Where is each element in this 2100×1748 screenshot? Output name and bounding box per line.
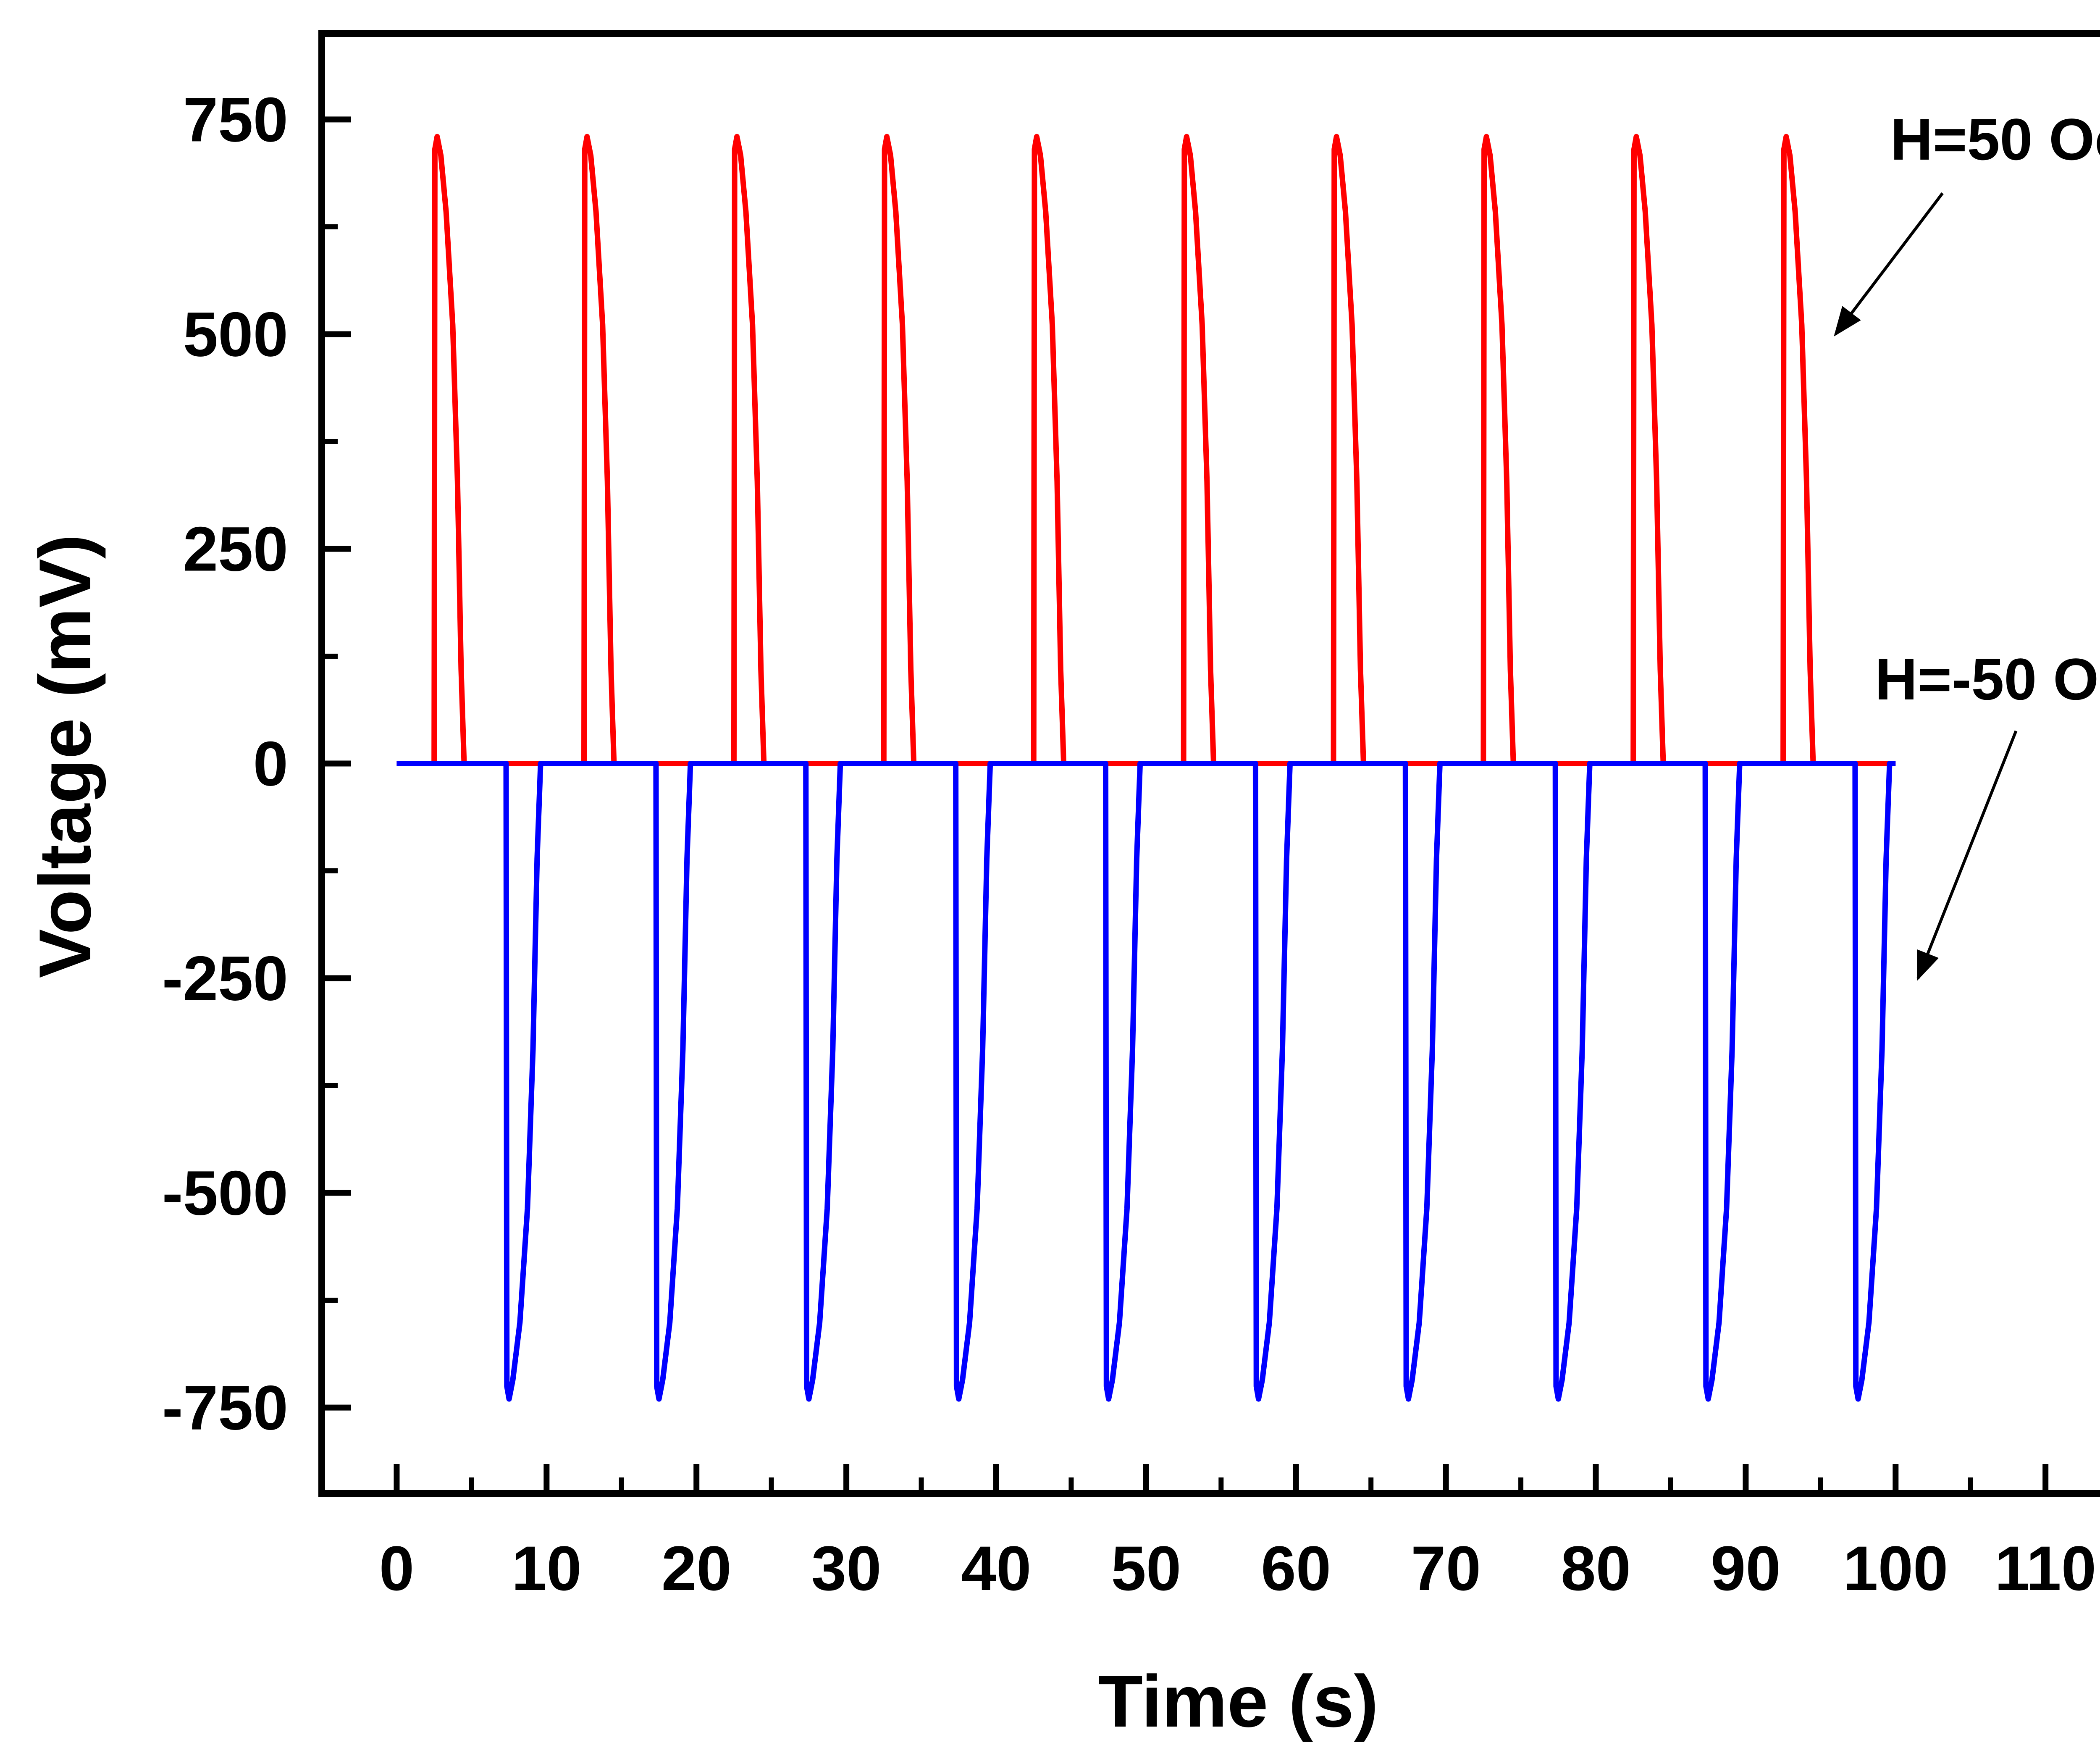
series-layer xyxy=(396,134,1896,1402)
y-tick-label: -500 xyxy=(162,1158,288,1228)
annotation-layer: H=50 Oe H=-50 Oe xyxy=(1834,106,2100,981)
annotation-label: H=50 Oe xyxy=(1890,106,2100,172)
y-tick-label: 0 xyxy=(253,728,288,799)
x-tick-label: 40 xyxy=(961,1533,1032,1603)
y-tick-label: 750 xyxy=(183,84,288,155)
ticks-layer: 0 10 20 30 40 50 60 70 80 90 100 110 -750 -500 -250 0 25… xyxy=(162,84,2096,1603)
series-line-positive-field xyxy=(396,134,1896,766)
x-tick-label: 80 xyxy=(1561,1533,1631,1603)
x-tick-label: 110 xyxy=(1995,1533,2096,1603)
x-tick-label: 20 xyxy=(662,1533,732,1603)
x-tick-label: 70 xyxy=(1411,1533,1481,1603)
y-tick-label: 500 xyxy=(183,299,288,369)
x-tick-label: 60 xyxy=(1261,1533,1331,1603)
y-tick-label: 250 xyxy=(183,513,288,584)
annotation-arrow xyxy=(1834,192,1944,337)
annotation-label: H=-50 Oe xyxy=(1875,646,2100,712)
x-tick-label: 100 xyxy=(1843,1533,1948,1603)
y-tick-label: -250 xyxy=(162,943,288,1014)
series-line-negative-field xyxy=(396,761,1896,1402)
x-tick-label: 10 xyxy=(512,1533,582,1603)
y-tick-label: -750 xyxy=(162,1372,288,1443)
x-tick-label: 0 xyxy=(379,1533,414,1603)
x-tick-label: 30 xyxy=(811,1533,882,1603)
annotation-arrow xyxy=(1916,730,2018,981)
y-axis-title: Voltage (mV) xyxy=(24,534,106,978)
x-tick-label: 90 xyxy=(1711,1533,1781,1603)
x-axis-title: Time (s) xyxy=(1098,1661,1378,1743)
x-tick-label: 50 xyxy=(1111,1533,1181,1603)
